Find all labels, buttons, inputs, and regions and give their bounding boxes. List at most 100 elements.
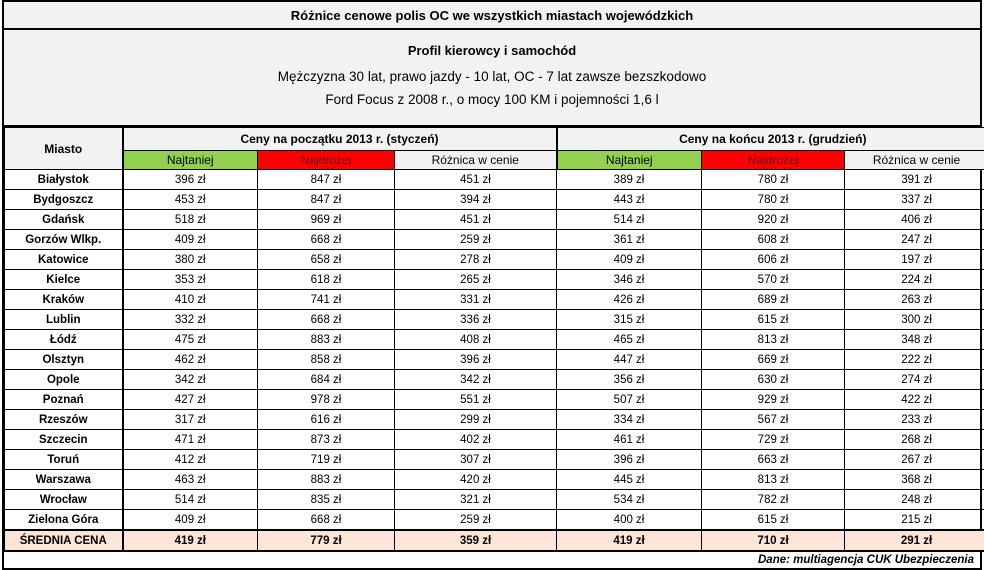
price-cell: 419 zł [557, 530, 702, 551]
price-cell: 567 zł [702, 410, 845, 430]
price-cell: 197 zł [845, 250, 984, 270]
price-cell: 782 zł [702, 490, 845, 510]
price-cell: 729 zł [702, 430, 845, 450]
price-cell: 689 zł [702, 290, 845, 310]
price-cell: 570 zł [702, 270, 845, 290]
price-cell: 669 zł [702, 350, 845, 370]
city-cell: Opole [5, 370, 123, 390]
price-cell: 615 zł [702, 510, 845, 531]
price-cell: 380 zł [123, 250, 258, 270]
price-cell: 426 zł [557, 290, 702, 310]
price-cell: 396 zł [395, 350, 557, 370]
price-cell: 222 zł [845, 350, 984, 370]
city-cell: Katowice [5, 250, 123, 270]
price-cell: 929 zł [702, 390, 845, 410]
price-cell: 616 zł [258, 410, 395, 430]
price-cell: 668 zł [258, 310, 395, 330]
price-cell: 300 zł [845, 310, 984, 330]
price-cell: 389 zł [557, 170, 702, 190]
price-cell: 551 zł [395, 390, 557, 410]
price-cell: 471 zł [123, 430, 258, 450]
price-cell: 813 zł [702, 330, 845, 350]
price-cell: 336 zł [395, 310, 557, 330]
price-cell: 224 zł [845, 270, 984, 290]
price-cell: 409 zł [557, 250, 702, 270]
price-cell: 419 zł [123, 530, 258, 551]
price-cell: 420 zł [395, 470, 557, 490]
city-cell: Kielce [5, 270, 123, 290]
city-cell: Białystok [5, 170, 123, 190]
price-cell: 248 zł [845, 490, 984, 510]
car-profile-line: Ford Focus z 2008 r., o mocy 100 KM i po… [4, 88, 980, 111]
price-cell: 461 zł [557, 430, 702, 450]
price-cell: 462 zł [123, 350, 258, 370]
price-cell: 475 zł [123, 330, 258, 350]
price-cell: 291 zł [845, 530, 984, 551]
price-table: Miasto Ceny na początku 2013 r. (styczeń… [4, 127, 984, 552]
column-header-dec-most-expensive: Najdrożej [702, 151, 845, 170]
sub-header-row: Najtaniej Najdrożej Różnica w cenie Najt… [5, 151, 984, 170]
price-cell: 274 zł [845, 370, 984, 390]
price-cell: 346 zł [557, 270, 702, 290]
price-cell: 321 zł [395, 490, 557, 510]
city-cell: Bydgoszcz [5, 190, 123, 210]
city-cell: Szczecin [5, 430, 123, 450]
price-cell: 342 zł [395, 370, 557, 390]
price-cell: 368 zł [845, 470, 984, 490]
price-cell: 741 zł [258, 290, 395, 310]
price-cell: 356 zł [557, 370, 702, 390]
price-cell: 835 zł [258, 490, 395, 510]
price-cell: 618 zł [258, 270, 395, 290]
city-cell: Zielona Góra [5, 510, 123, 531]
data-source-note: Dane: multiagencja CUK Ubezpieczenia [4, 552, 980, 568]
profile-box: Profil kierowcy i samochód Mężczyzna 30 … [4, 30, 980, 127]
column-header-dec-difference: Różnica w cenie [845, 151, 984, 170]
profile-heading: Profil kierowcy i samochód [4, 43, 980, 58]
column-header-city: Miasto [5, 128, 123, 170]
city-cell: Gdańsk [5, 210, 123, 230]
column-group-december: Ceny na końcu 2013 r. (grudzień) [557, 128, 984, 151]
price-cell: 920 zł [702, 210, 845, 230]
column-header-dec-cheapest: Najtaniej [557, 151, 702, 170]
price-cell: 606 zł [702, 250, 845, 270]
price-cell: 514 zł [557, 210, 702, 230]
price-cell: 315 zł [557, 310, 702, 330]
price-cell: 451 zł [395, 170, 557, 190]
price-cell: 396 zł [557, 450, 702, 470]
price-cell: 630 zł [702, 370, 845, 390]
price-cell: 883 zł [258, 470, 395, 490]
price-cell: 873 zł [258, 430, 395, 450]
price-cell: 406 zł [845, 210, 984, 230]
price-cell: 507 zł [557, 390, 702, 410]
price-cell: 847 zł [258, 170, 395, 190]
price-cell: 400 zł [557, 510, 702, 531]
driver-profile-line: Mężczyzna 30 lat, prawo jazdy - 10 lat, … [4, 65, 980, 88]
price-cell: 247 zł [845, 230, 984, 250]
price-cell: 668 zł [258, 510, 395, 531]
price-cell: 268 zł [845, 430, 984, 450]
price-cell: 402 zł [395, 430, 557, 450]
price-cell: 332 zł [123, 310, 258, 330]
price-cell: 259 zł [395, 510, 557, 531]
price-cell: 337 zł [845, 190, 984, 210]
city-cell: Toruń [5, 450, 123, 470]
city-cell: Rzeszów [5, 410, 123, 430]
price-cell: 259 zł [395, 230, 557, 250]
price-cell: 463 zł [123, 470, 258, 490]
city-cell: Olsztyn [5, 350, 123, 370]
